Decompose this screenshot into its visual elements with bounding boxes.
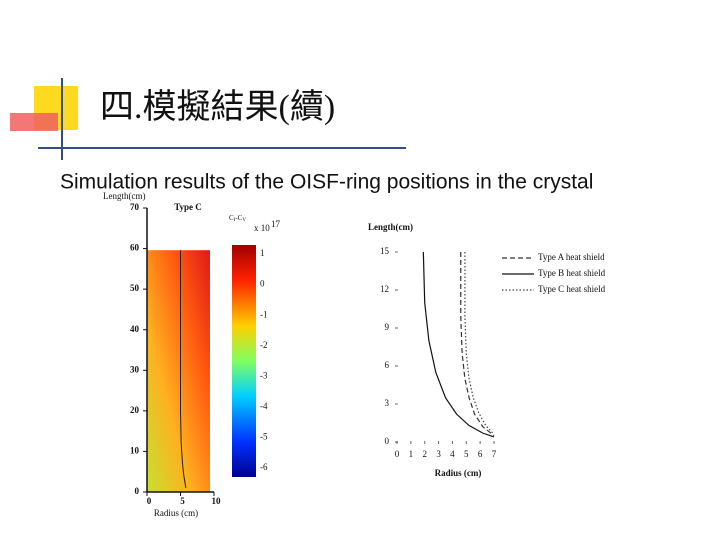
colorbar-label-part: V (242, 218, 246, 223)
crystal-field (147, 250, 210, 492)
x-tick-label: 3 (436, 449, 441, 459)
series-line (422, 251, 495, 438)
slide-subtitle: Simulation results of the OISF-ring posi… (60, 171, 593, 194)
colorbar-label-part: I (234, 218, 236, 223)
colorbar-tick-label: -5 (260, 431, 268, 441)
deco-bar (10, 113, 58, 131)
colorbar-label-part: C (229, 214, 234, 222)
y-tick-label: 0 (135, 486, 140, 496)
y-tick-label: 60 (130, 243, 140, 253)
x-tick-label: 2 (422, 449, 427, 459)
colorbar-tick-label: -4 (260, 401, 268, 411)
y-tick-label: 12 (380, 284, 389, 294)
slide-title: 四.模擬結果(續) (100, 88, 335, 126)
x-tick-label: 4 (450, 449, 455, 459)
colorbar-label: CI-CV (229, 214, 246, 224)
y-tick-label: 3 (385, 398, 390, 408)
x-tick-label: 1 (409, 449, 414, 459)
x-axis-label: Radius (cm) (154, 508, 198, 518)
colorbar-exponent-power: 17 (271, 219, 281, 229)
x-tick-label: 5 (464, 449, 469, 459)
contour-line (180, 250, 187, 489)
x-tick-label: 0 (395, 449, 400, 459)
x-tick-label: 5 (180, 496, 185, 506)
y-tick-label: 6 (385, 360, 390, 370)
x-tick-label: 6 (478, 449, 483, 459)
colorbar-tick-label: -2 (260, 340, 268, 350)
colorbar-exponent: x 10 (254, 223, 270, 233)
chart-title: Type C (174, 202, 202, 212)
x-tick-label: 7 (492, 449, 497, 459)
series-line (464, 252, 495, 435)
colorbar-tick-label: -3 (260, 370, 268, 380)
y-tick-label: 30 (130, 364, 140, 374)
y-tick-label: 70 (130, 202, 140, 212)
colorbar-tick-label: 1 (260, 248, 265, 258)
colorbar-tick-label: 0 (260, 279, 265, 289)
series-line (460, 252, 495, 437)
y-axis-label: Length(cm) (368, 222, 413, 232)
colorbar-tick-label: -1 (260, 309, 268, 319)
colorbar-tick-label: -6 (260, 462, 268, 472)
legend-label: Type B heat shield (538, 268, 606, 278)
y-axis-label: Length(cm) (103, 191, 145, 201)
y-tick-label: 15 (380, 246, 390, 256)
x-tick-label: 0 (147, 496, 152, 506)
y-tick-label: 10 (130, 445, 140, 455)
legend-label: Type C heat shield (538, 284, 606, 294)
y-tick-label: 20 (130, 405, 140, 415)
y-tick-label: 9 (385, 322, 390, 332)
legend-label: Type A heat shield (538, 252, 605, 262)
y-tick-label: 0 (385, 436, 390, 446)
y-tick-label: 40 (130, 324, 140, 334)
colorbar (232, 245, 256, 477)
x-tick-label: 10 (212, 496, 222, 506)
x-axis-label: Radius (cm) (435, 468, 482, 478)
y-tick-label: 50 (130, 283, 140, 293)
colorbar-label-part: -C (235, 214, 242, 222)
